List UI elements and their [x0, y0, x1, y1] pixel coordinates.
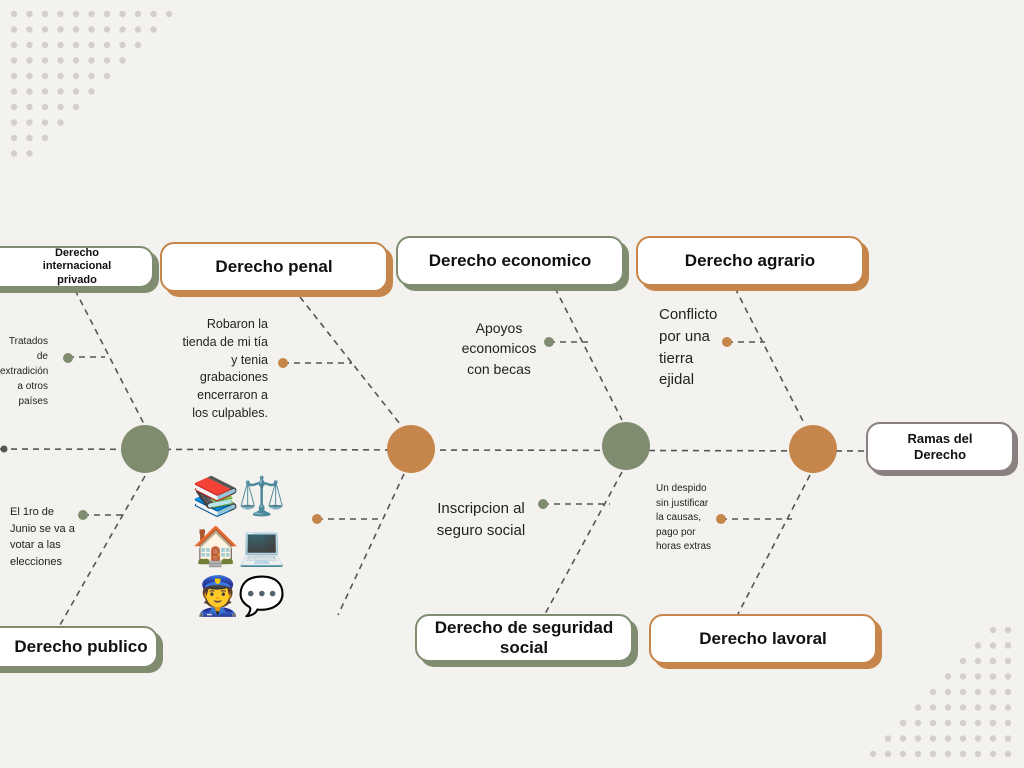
dot-robaron — [278, 358, 288, 368]
branch-lavoral: Derecho lavoral — [649, 614, 877, 664]
bone-internacional — [74, 289, 146, 427]
spine-head-box: Ramas del Derecho — [866, 422, 1014, 472]
decorative-dots-top-left — [10, 10, 173, 157]
note-robaron: Robaron la tienda de mi tía y tenia grab… — [182, 317, 268, 420]
note-conflicto: Conflicto por una tierra ejidal — [659, 306, 718, 389]
note-inscripcion: Inscripcion al seguro social — [436, 500, 526, 539]
branch-agrario: Derecho agrario — [636, 236, 864, 286]
bone-seguridad — [544, 471, 623, 615]
branch-seguridad: Derecho de seguridad social — [415, 614, 633, 662]
branch-lavoral-label: Derecho lavoral — [699, 628, 827, 648]
branch-economico: Derecho economico — [396, 236, 624, 286]
scales-icon: ⚖️ — [238, 476, 286, 518]
spine-head-label: Ramas del Derecho — [907, 431, 973, 462]
node-orange-1 — [387, 425, 435, 473]
house-icon: 🏠 — [192, 526, 240, 568]
branch-internacional: Derecho internacional privado — [0, 246, 154, 288]
note-despido: Un despido sin justificar la causas, pag… — [656, 483, 712, 552]
books-icon: 📚 — [192, 476, 240, 518]
dot-emoji — [312, 514, 322, 524]
dot-inscripcion — [538, 499, 548, 509]
spine-start-dot — [0, 445, 8, 453]
branch-agrario-label: Derecho agrario — [684, 250, 816, 270]
police-icon: 👮 — [194, 576, 242, 618]
branch-internacional-label: Derecho internacional privado — [42, 247, 112, 286]
branch-seguridad-label: Derecho de seguridad social — [434, 617, 614, 657]
bone-lavoral — [737, 474, 811, 615]
note-tratados: Tratados de extradición a otros países — [0, 336, 49, 407]
bone-penal-lower — [337, 473, 405, 616]
branch-penal: Derecho penal — [160, 242, 388, 292]
note-junio: El 1ro de Junio se va a votar a las elec… — [10, 506, 75, 568]
node-green-1 — [121, 425, 169, 473]
decorative-dots-bottom-right — [869, 626, 1012, 758]
bone-penal — [299, 296, 401, 425]
node-green-2 — [602, 422, 650, 470]
branch-economico-label: Derecho economico — [428, 250, 592, 270]
dot-despido — [716, 514, 726, 524]
branch-publico-label: Derecho publico — [14, 636, 148, 656]
laptop-icon: 💻 — [238, 526, 286, 568]
bone-agrario — [734, 287, 806, 426]
dot-tratados — [63, 353, 73, 363]
branch-publico: Derecho publico — [0, 626, 158, 668]
dot-apoyos — [544, 337, 554, 347]
note-apoyos: Apoyos economicos con becas — [461, 320, 537, 377]
node-orange-2 — [789, 425, 837, 473]
dot-conflicto — [722, 337, 732, 347]
bone-economico — [554, 287, 623, 421]
dot-junio — [78, 510, 88, 520]
speech-bubble-icon: 💬 — [238, 576, 286, 618]
branch-penal-label: Derecho penal — [215, 256, 333, 276]
